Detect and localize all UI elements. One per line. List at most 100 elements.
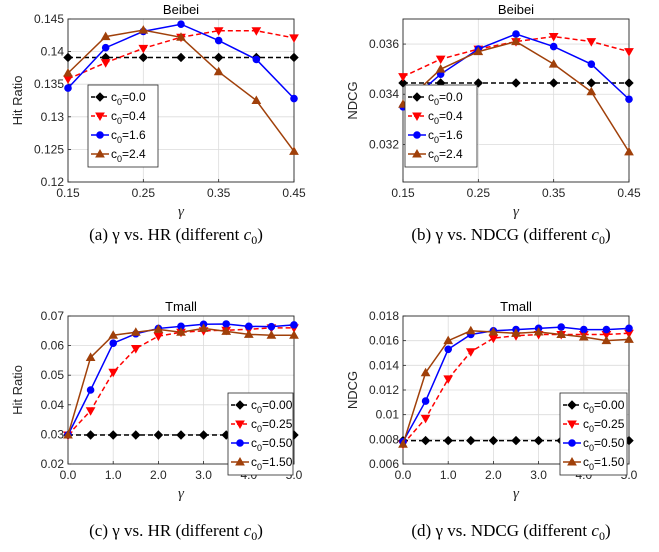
y-tick-label: 0.125 <box>34 142 64 156</box>
series-c0=2.4 <box>63 25 299 155</box>
data-point <box>64 84 72 92</box>
y-axis-label: NDCG <box>345 81 360 119</box>
legend-marker <box>567 420 577 430</box>
legend-marker <box>95 148 105 158</box>
legend-label: c0=2.4 <box>111 147 146 164</box>
legend-marker <box>413 131 421 139</box>
data-point <box>420 367 431 377</box>
data-point <box>176 327 186 336</box>
data-point <box>586 86 597 96</box>
data-point <box>443 435 453 446</box>
data-point <box>488 327 499 336</box>
legend-label: c0=0.00 <box>251 398 293 415</box>
legend-marker <box>567 456 577 466</box>
data-point <box>289 34 299 43</box>
data-point <box>473 46 484 56</box>
chart-panel-c: 0.01.02.03.04.05.00.020.030.040.050.060.… <box>10 299 303 543</box>
axes-frame <box>67 315 295 465</box>
legend-label: c0=0.50 <box>251 436 293 453</box>
series-c0=1.50 <box>398 325 634 448</box>
legend-marker <box>567 400 577 410</box>
data-point <box>85 407 96 416</box>
series-line <box>67 327 294 436</box>
legend: c0=0.00 c0=0.25 c0=0.50 c0=1.50 <box>559 392 628 476</box>
x-axis-label: γ <box>178 204 185 220</box>
legend-marker <box>568 439 576 447</box>
legend-label: c0=0.0 <box>428 90 463 107</box>
x-axis-label: γ <box>178 486 185 502</box>
legend-marker <box>412 112 422 122</box>
data-point <box>511 435 521 446</box>
data-point <box>100 31 111 41</box>
x-tick-label: 3.0 <box>530 468 547 482</box>
y-tick-label: 0.14 <box>41 45 65 59</box>
data-point <box>557 323 566 331</box>
y-axis-label: NDCG <box>345 371 360 409</box>
data-point <box>443 335 454 345</box>
data-point <box>587 60 596 68</box>
series-c0=2.4 <box>398 36 634 156</box>
data-point <box>625 324 633 333</box>
legend: c0=0.0 c0=0.4 c0=1.6 c0=2.4 <box>404 84 478 168</box>
legend-marker <box>95 112 105 122</box>
data-point <box>267 322 276 331</box>
data-point <box>548 33 559 42</box>
data-point <box>548 59 559 68</box>
data-point <box>86 386 95 394</box>
data-point <box>602 325 611 334</box>
data-point <box>488 435 499 446</box>
legend-label: c0=1.6 <box>428 128 463 145</box>
y-axis-label: Hit Ratio <box>10 365 25 415</box>
y-tick-label: 0.018 <box>369 309 399 323</box>
data-point <box>289 330 299 339</box>
data-point <box>624 48 634 57</box>
data-point <box>131 430 141 440</box>
chart-title: Beibei <box>498 2 534 17</box>
y-tick-label: 0.006 <box>369 457 399 471</box>
legend-marker <box>235 456 245 466</box>
data-point <box>153 324 164 333</box>
data-point <box>100 59 111 68</box>
legend: c0=0.0 c0=0.4 c0=1.6 c0=2.4 <box>87 84 159 168</box>
data-point <box>435 55 446 65</box>
data-point <box>443 375 454 384</box>
x-tick-label: 2.0 <box>150 468 167 482</box>
y-tick-label: 0.04 <box>41 398 65 412</box>
data-point <box>444 345 453 354</box>
data-point <box>108 368 119 378</box>
data-point <box>213 27 224 36</box>
data-point <box>421 397 430 405</box>
data-point <box>289 146 299 155</box>
data-point <box>221 326 232 335</box>
legend-label: c0=0.0 <box>111 90 146 107</box>
data-point <box>420 414 431 424</box>
data-point <box>625 95 633 104</box>
chart-title: Beibei <box>163 2 199 17</box>
data-point <box>130 327 141 336</box>
x-tick-label: 2.0 <box>485 468 502 482</box>
legend-label: c0=0.50 <box>583 436 625 453</box>
y-axis-label: Hit Ratio <box>10 76 25 126</box>
data-point <box>222 320 230 328</box>
data-point <box>108 330 119 339</box>
data-point <box>153 430 164 440</box>
data-point <box>63 429 73 439</box>
data-point <box>130 345 141 354</box>
data-point <box>556 329 567 338</box>
legend-label: c0=0.25 <box>583 417 625 434</box>
data-point <box>624 334 634 343</box>
x-tick-label: 0.0 <box>60 468 77 482</box>
y-tick-label: 0.13 <box>41 110 65 124</box>
data-point <box>511 36 521 46</box>
y-tick-label: 0.03 <box>41 427 65 441</box>
data-point <box>624 78 634 88</box>
x-tick-label: 0.25 <box>467 186 491 200</box>
y-tick-label: 0.06 <box>41 339 65 353</box>
data-point <box>213 52 224 63</box>
data-point <box>176 32 186 41</box>
data-point <box>101 43 110 52</box>
x-tick-label: 1.0 <box>105 468 122 482</box>
legend: c0=0.00 c0=0.25 c0=0.50 c0=1.50 <box>227 392 294 476</box>
data-point <box>511 78 521 88</box>
